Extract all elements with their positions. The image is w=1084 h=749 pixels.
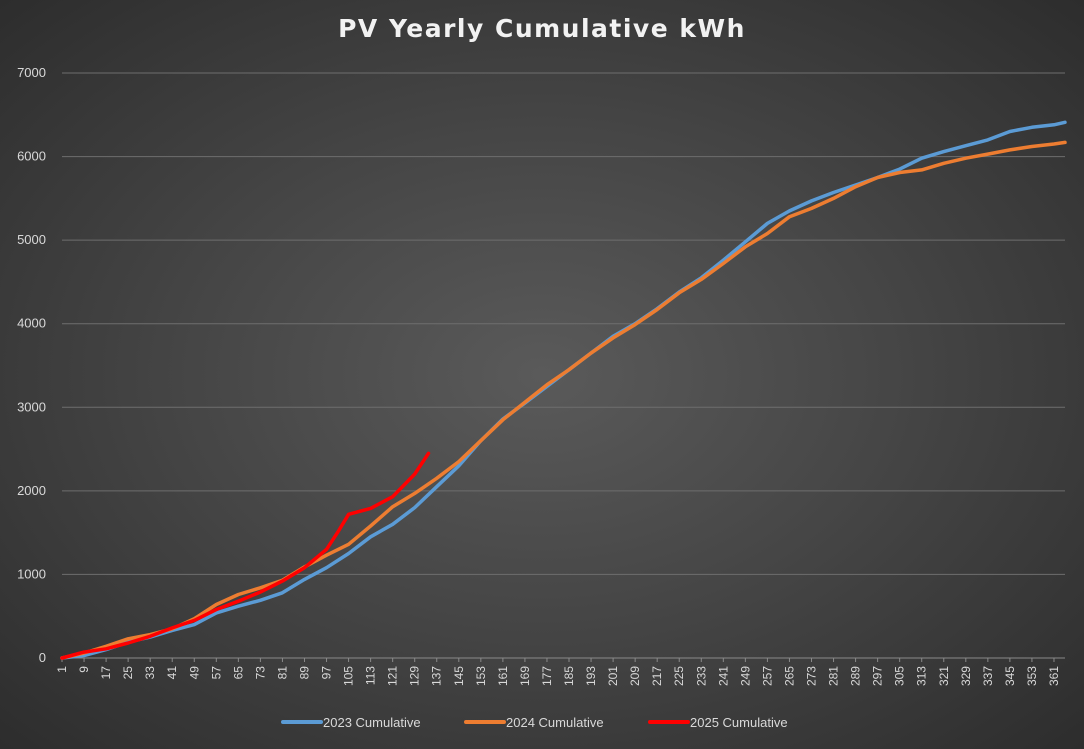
x-tick-label: 361 <box>1047 666 1061 686</box>
x-tick-label: 105 <box>342 666 356 686</box>
x-tick-label: 41 <box>165 666 179 680</box>
x-tick-label: 185 <box>562 666 576 686</box>
x-tick-label: 17 <box>99 666 113 680</box>
x-tick-label: 337 <box>981 666 995 686</box>
y-tick-label: 7000 <box>17 65 46 80</box>
x-tick-label: 305 <box>893 666 907 686</box>
x-tick-label: 241 <box>716 666 730 686</box>
y-tick-label: 6000 <box>17 149 46 164</box>
x-tick-label: 169 <box>518 666 532 686</box>
x-tick-label: 289 <box>849 666 863 686</box>
x-tick-label: 121 <box>386 666 400 686</box>
x-tick-label: 49 <box>187 666 201 680</box>
x-tick-label: 97 <box>320 666 334 680</box>
y-tick-label: 3000 <box>17 399 46 414</box>
x-tick-label: 1 <box>55 666 69 673</box>
x-tick-label: 201 <box>606 666 620 686</box>
x-tick-label: 73 <box>253 666 267 680</box>
x-tick-label: 177 <box>540 666 554 686</box>
x-tick-label: 249 <box>738 666 752 686</box>
series-line-2 <box>60 140 1067 660</box>
x-tick-label: 161 <box>496 666 510 686</box>
x-tick-label: 233 <box>694 666 708 686</box>
x-tick-label: 273 <box>804 666 818 686</box>
x-tick-label: 65 <box>231 666 245 680</box>
x-tick-label: 145 <box>452 666 466 686</box>
x-tick-label: 297 <box>871 666 885 686</box>
y-tick-label: 0 <box>39 650 46 665</box>
x-tick-label: 265 <box>782 666 796 686</box>
x-tick-label: 321 <box>937 666 951 686</box>
x-tick-label: 9 <box>77 666 91 673</box>
x-tick-label: 193 <box>584 666 598 686</box>
x-tick-label: 33 <box>143 666 157 680</box>
x-tick-label: 329 <box>959 666 973 686</box>
x-tick-label: 89 <box>297 666 311 680</box>
x-tick-label: 281 <box>827 666 841 686</box>
x-tick-label: 129 <box>408 666 422 686</box>
y-tick-label: 5000 <box>17 232 46 247</box>
x-tick-label: 153 <box>474 666 488 686</box>
y-tick-label: 4000 <box>17 316 46 331</box>
legend-label: 2024 Cumulative <box>506 715 604 730</box>
x-tick-label: 57 <box>209 666 223 680</box>
y-tick-label: 2000 <box>17 483 46 498</box>
x-tick-label: 137 <box>430 666 444 686</box>
legend-label: 2023 Cumulative <box>323 715 421 730</box>
x-tick-label: 353 <box>1025 666 1039 686</box>
x-tick-label: 81 <box>275 666 289 680</box>
x-tick-label: 113 <box>364 666 378 685</box>
legend-label: 2025 Cumulative <box>690 715 788 730</box>
series-line-3 <box>60 451 431 660</box>
series-line-1 <box>60 120 1067 660</box>
x-tick-label: 25 <box>121 666 135 680</box>
x-tick-label: 313 <box>915 666 929 686</box>
x-tick-label: 209 <box>628 666 642 686</box>
x-tick-label: 257 <box>760 666 774 686</box>
x-tick-label: 225 <box>672 666 686 686</box>
x-tick-label: 345 <box>1003 666 1017 686</box>
y-tick-label: 1000 <box>17 566 46 581</box>
chart-title: PV Yearly Cumulative kWh <box>338 14 746 43</box>
x-tick-label: 217 <box>650 666 664 686</box>
